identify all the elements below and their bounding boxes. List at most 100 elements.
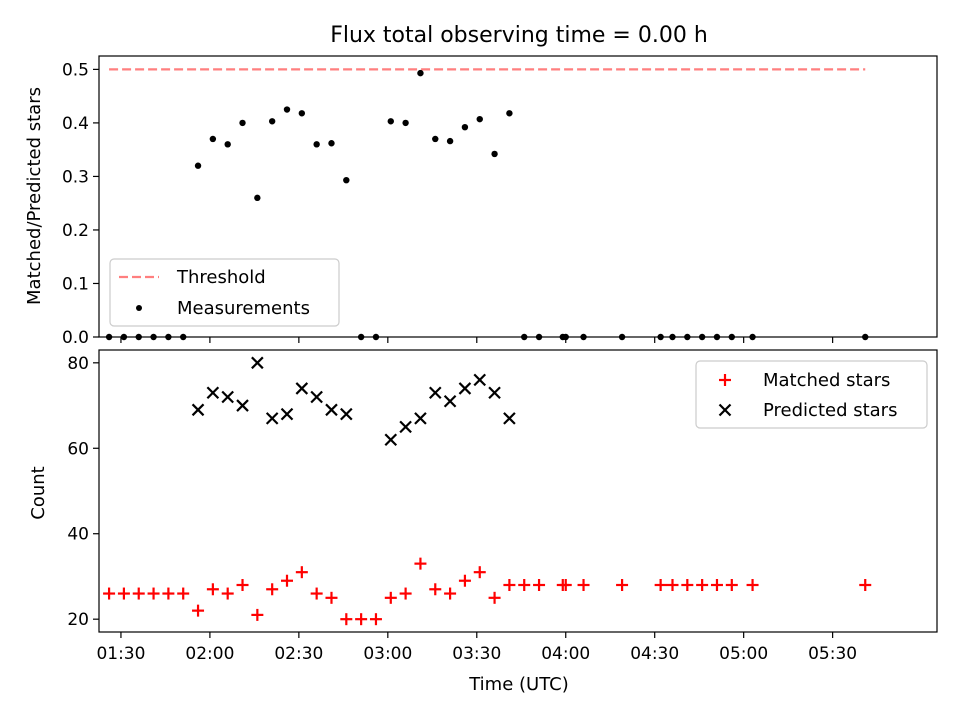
top-y-tick-label: 0.2 [62,221,89,241]
matched-star-point [325,591,338,604]
predicted-star-point [458,382,472,395]
top-plot-area [105,68,869,341]
matched-star-point [725,579,738,591]
bottom-axes-frame [98,349,938,633]
top-legend: Threshold Measurements [109,258,340,327]
predicted-star-stroke [384,433,398,447]
measurement-point [343,176,350,184]
predicted-star-stroke [340,407,353,421]
matched-star-point [221,587,234,600]
predicted-star-point [206,386,220,400]
matched-star-point [746,579,759,591]
matched-star-point [559,579,572,591]
bottom-legend-box [695,360,928,429]
matched-star-point [429,583,442,596]
measurement-point [491,150,498,158]
predicted-star-point [295,382,309,395]
x-tick-label: 01:30 [96,644,145,664]
predicted-star-point [325,403,338,417]
measurement-point [446,137,454,145]
x-tick-label: 02:00 [185,644,234,664]
predicted-star-stroke [280,407,294,421]
x-tick-label: 04:00 [541,644,590,664]
legend-predicted-swatch [718,403,732,417]
legend-predicted-label: Predicted stars [763,400,897,421]
matched-star-point [444,587,457,600]
matched-star-point [206,583,219,596]
matched-star-point [251,608,264,621]
measurement-point [402,119,409,127]
matched-star-point [681,579,694,591]
predicted-star-point [340,407,353,421]
matched-star-point [355,613,368,626]
matched-star-point [859,579,872,591]
predicted-star-point [221,390,234,404]
x-tick-label: 05:00 [719,644,768,664]
x-axis-label: Time (UTC) [468,674,569,695]
predicted-star-stroke [458,382,472,395]
predicted-star-point [414,412,427,425]
top-y-tick-label: 0.5 [62,60,89,80]
predicted-star-stroke [265,412,279,425]
top-legend-box [109,258,340,327]
top-y-tick-label: 0.1 [62,274,89,294]
matched-star-point [132,587,145,600]
predicted-star-point [236,399,249,412]
measurement-point [194,162,202,169]
x-tick-label: 04:30 [630,644,679,664]
measurement-point [506,110,513,117]
measurement-point [387,118,394,125]
predicted-star-point [443,394,457,408]
x-tick-label: 02:30 [274,644,323,664]
predicted-star-point [280,407,294,421]
legend-matched-label: Matched stars [763,370,890,391]
matched-star-point [414,557,427,570]
predicted-star-stroke [443,394,457,408]
measurement-point [328,140,335,147]
chart-title: Flux total observing time = 0.00 h [330,23,708,48]
legend-measurements-swatch [136,305,142,311]
top-axes-frame [98,55,938,338]
predicted-star-stroke [414,412,427,425]
measurement-point [209,135,217,143]
predicted-star-point [265,412,279,425]
matched-star-point [577,579,590,591]
measurement-point [239,119,246,127]
predicted-star-stroke [251,356,264,370]
bottom-y-axis-label: Count [28,466,49,519]
matched-star-point [616,579,629,591]
bottom-y-tick-label: 40 [67,525,89,545]
predicted-star-point [503,412,516,425]
matched-star-point [458,574,471,587]
predicted-star-stroke [473,373,487,387]
predicted-star-point [384,433,398,447]
predicted-star-point [428,386,442,400]
measurement-point [417,69,424,77]
predicted-star-stroke [488,386,501,400]
measurement-point [476,115,483,123]
predicted-star-stroke [221,390,234,404]
measurement-point [461,123,469,131]
legend-threshold-label: Threshold [176,267,266,288]
x-tick-label: 03:30 [452,644,501,664]
measurement-point [254,194,261,202]
top-y-axis-label: Matched/Predicted stars [24,87,45,305]
measurement-point [313,141,320,148]
predicted-star-stroke [191,403,205,417]
matched-star-point [147,587,160,600]
predicted-star-stroke [295,382,309,395]
predicted-star-stroke [503,412,516,425]
measurement-point [268,118,276,125]
matched-star-point [266,583,279,596]
bottom-y-tick-label: 20 [67,610,89,630]
matched-star-point [384,591,397,604]
predicted-star-stroke [206,386,220,400]
matched-star-point [666,579,679,591]
predicted-star-stroke [428,386,442,400]
matched-star-point [310,587,323,600]
matched-star-point [340,613,353,626]
legend-measurements-label: Measurements [177,298,310,319]
predicted-star-point [191,403,205,417]
bottom-legend: Matched stars Predicted stars [695,360,928,429]
